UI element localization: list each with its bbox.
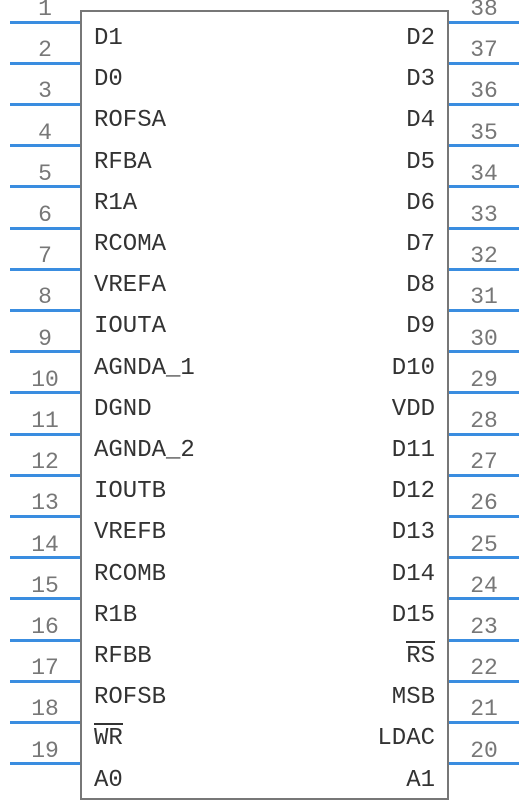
pin-label: D3 (406, 66, 435, 93)
pin-number: 20 (449, 738, 519, 764)
pin-number: 1 (10, 0, 80, 22)
pin-number: 33 (449, 202, 519, 228)
pin-label: A0 (94, 767, 123, 794)
overline-bar (406, 641, 435, 643)
pin-number: 25 (449, 532, 519, 558)
pin-label: D14 (392, 561, 435, 588)
pin-label: RS (406, 643, 435, 670)
pin-number: 16 (10, 614, 80, 640)
pin-number: 10 (10, 367, 80, 393)
pin-number: 17 (10, 655, 80, 681)
pin-label: D5 (406, 149, 435, 176)
pin-number: 12 (10, 449, 80, 475)
pin-number: 7 (10, 243, 80, 269)
pin-label: IOUTB (94, 478, 166, 505)
pin-label: AGNDA_2 (94, 437, 195, 464)
pin-number: 9 (10, 326, 80, 352)
pin-number: 22 (449, 655, 519, 681)
pin-number: 15 (10, 573, 80, 599)
pin-label: D2 (406, 25, 435, 52)
pin-label: RFBB (94, 643, 152, 670)
overline-bar (94, 723, 123, 725)
pin-label: WR (94, 725, 123, 752)
pin-label: ROFSA (94, 107, 166, 134)
pin-number: 31 (449, 284, 519, 310)
pin-number: 2 (10, 37, 80, 63)
pin-number: 29 (449, 367, 519, 393)
pin-label: D10 (392, 355, 435, 382)
pin-label: D13 (392, 519, 435, 546)
pin-label: R1A (94, 190, 137, 217)
pin-label: D11 (392, 437, 435, 464)
pin-label: D9 (406, 313, 435, 340)
pin-number: 27 (449, 449, 519, 475)
pin-number: 18 (10, 696, 80, 722)
pin-number: 37 (449, 37, 519, 63)
pin-number: 30 (449, 326, 519, 352)
pin-number: 8 (10, 284, 80, 310)
pin-label: D0 (94, 66, 123, 93)
pin-number: 23 (449, 614, 519, 640)
pin-label: ROFSB (94, 684, 166, 711)
pin-label: A1 (406, 767, 435, 794)
pin-number: 11 (10, 408, 80, 434)
pin-number: 28 (449, 408, 519, 434)
pin-number: 21 (449, 696, 519, 722)
pin-number: 14 (10, 532, 80, 558)
pin-label: IOUTA (94, 313, 166, 340)
pin-label: AGNDA_1 (94, 355, 195, 382)
pin-label: D8 (406, 272, 435, 299)
pin-number: 19 (10, 738, 80, 764)
pin-label: VREFA (94, 272, 166, 299)
pin-label: D1 (94, 25, 123, 52)
pin-label: R1B (94, 602, 137, 629)
pin-label: D12 (392, 478, 435, 505)
pin-label: LDAC (377, 725, 435, 752)
pin-number: 5 (10, 161, 80, 187)
pin-number: 32 (449, 243, 519, 269)
pin-label: DGND (94, 396, 152, 423)
pin-label: VREFB (94, 519, 166, 546)
pin-number: 4 (10, 120, 80, 146)
pin-label: RCOMB (94, 561, 166, 588)
pin-number: 34 (449, 161, 519, 187)
pin-number: 38 (449, 0, 519, 22)
pin-number: 24 (449, 573, 519, 599)
pin-label: VDD (392, 396, 435, 423)
pin-label: D4 (406, 107, 435, 134)
pin-label: RCOMA (94, 231, 166, 258)
pin-label: D6 (406, 190, 435, 217)
pin-number: 6 (10, 202, 80, 228)
pin-number: 3 (10, 78, 80, 104)
pin-label: RFBA (94, 149, 152, 176)
pin-number: 35 (449, 120, 519, 146)
pin-number: 26 (449, 490, 519, 516)
pin-number: 13 (10, 490, 80, 516)
pin-label: D15 (392, 602, 435, 629)
pin-label: D7 (406, 231, 435, 258)
pin-number: 36 (449, 78, 519, 104)
pin-label: MSB (392, 684, 435, 711)
